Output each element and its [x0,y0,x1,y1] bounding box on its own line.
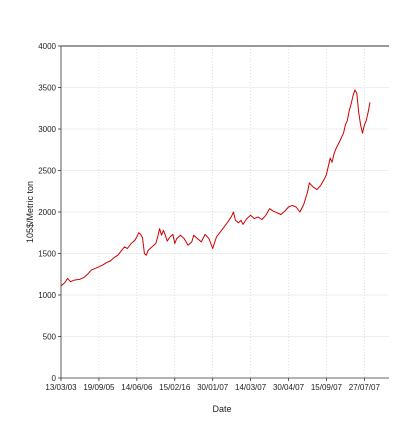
y-tick-label-500: 500 [43,333,57,342]
y-tick-label-0: 0 [52,374,57,383]
x-tick-label-5: 14/03/07 [235,383,267,392]
y-axis-title: 105$/Metric ton [25,181,35,243]
y-tick-label-2000: 2000 [38,208,56,217]
x-tick-label-6: 30/04/07 [273,383,305,392]
x-tick-labels: 13/03/03 19/09/05 14/06/06 15/02/16 30/01/07… [45,383,380,392]
x-tick-label-8: 27/07/07 [349,383,381,392]
y-tick-label-2500: 2500 [38,167,56,176]
grid-layer [58,45,389,381]
x-tick-label-2: 14/06/06 [121,383,153,392]
x-tick-label-0: 13/03/03 [45,383,77,392]
y-tick-label-4000: 4000 [38,42,56,51]
x-tick-label-1: 19/09/05 [83,383,115,392]
y-tick-label-1000: 1000 [38,291,56,300]
series-line-0 [60,89,371,287]
axes-layer [60,45,389,379]
y-tick-label-3500: 3500 [38,84,56,93]
series-layer [60,89,371,287]
x-tick-label-3: 15/02/16 [159,383,191,392]
y-tick-label-3000: 3000 [38,125,56,134]
y-tick-label-1500: 1500 [38,250,56,259]
x-tick-label-7: 15/09/07 [311,383,343,392]
x-axis-title: Date [212,404,231,414]
y-tick-labels: 0 500 1000 1500 2000 2500 3000 3500 4000 [38,42,56,383]
x-tick-label-4: 30/01/07 [197,383,229,392]
